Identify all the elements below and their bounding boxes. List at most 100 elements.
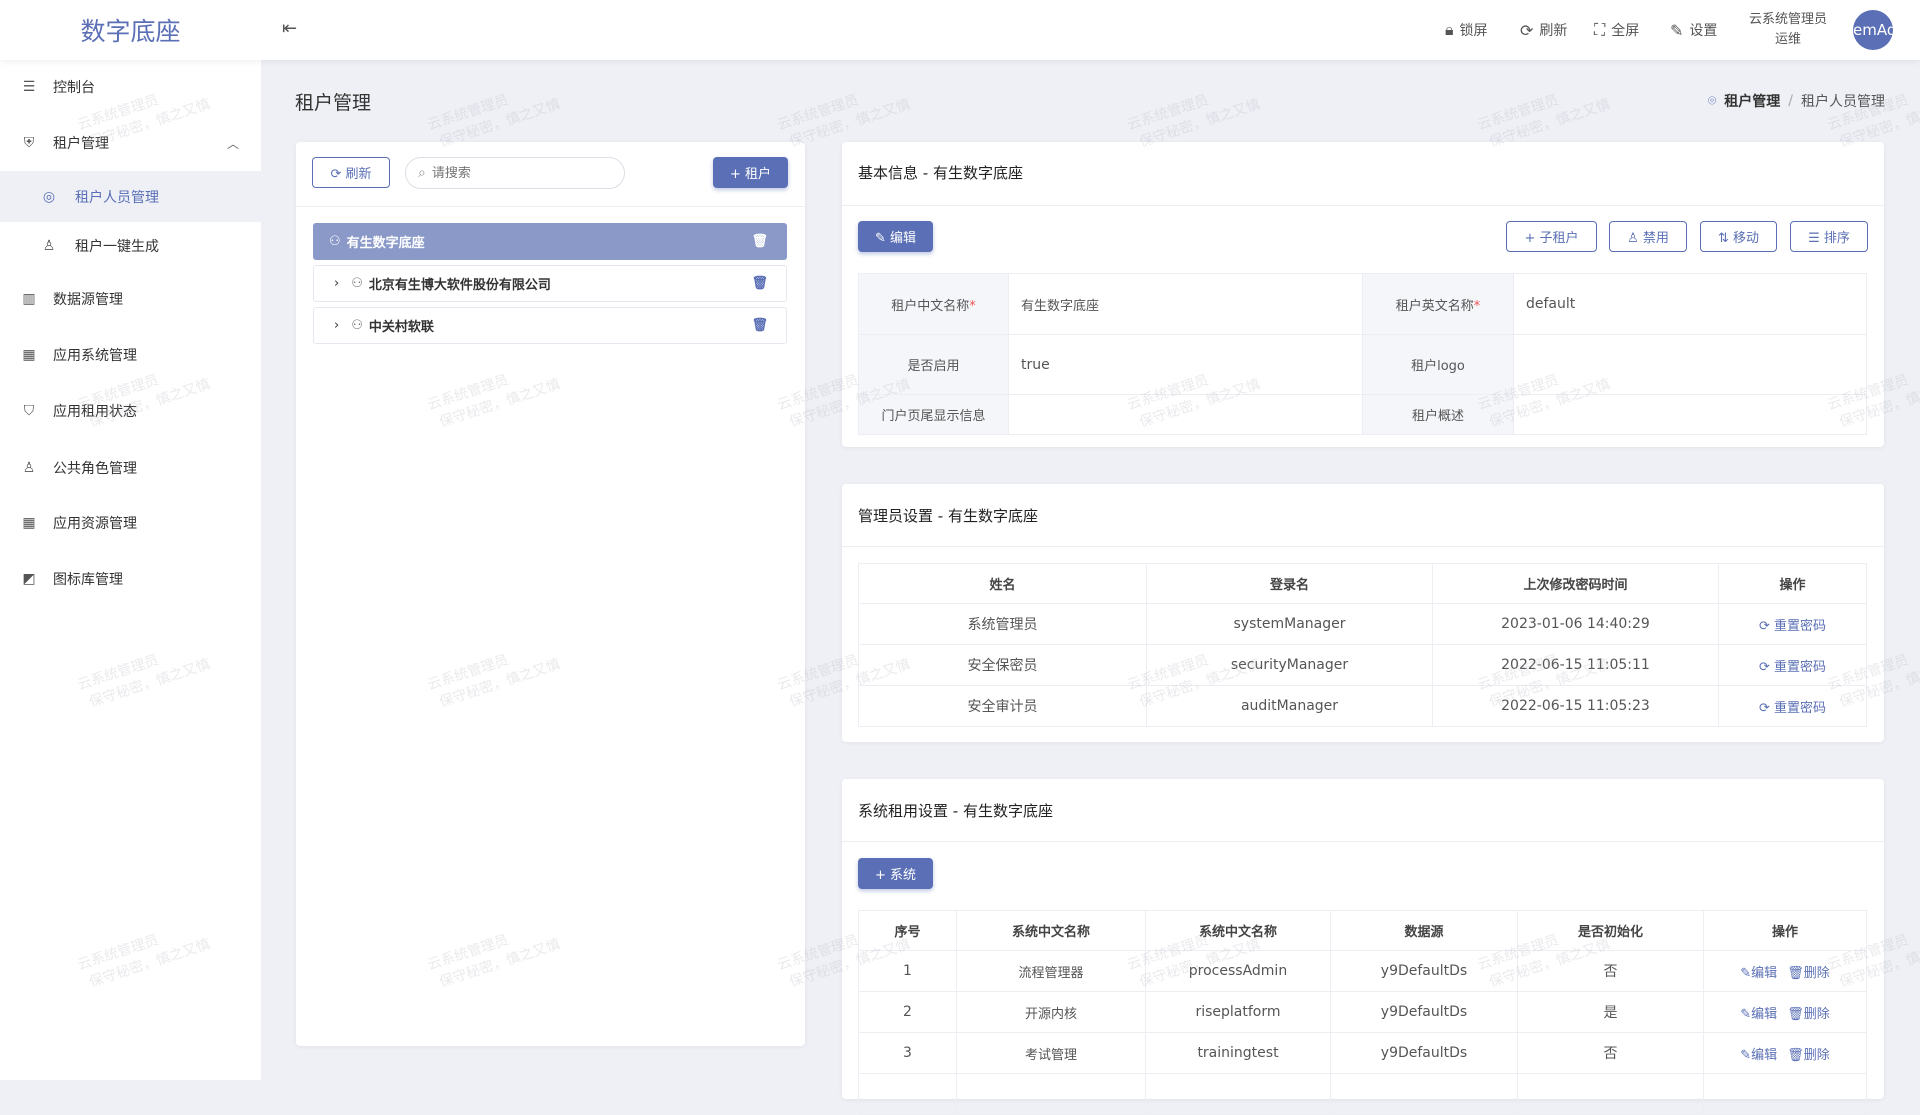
user-circle-icon: ◎ (42, 188, 56, 205)
sidebar-item-tenant-management[interactable]: ⛨ 租户管理 ︿ (0, 121, 261, 165)
trash-icon[interactable]: 🗑︎ (751, 234, 768, 249)
shield-check-icon: ⛉ (23, 403, 35, 419)
sidebar-item-dashboard[interactable]: ☰ 控制台 (0, 65, 261, 109)
sidebar-label: 公共角色管理 (53, 461, 137, 477)
delete-link[interactable]: 🗑︎删除 (1787, 965, 1830, 981)
fullscreen-button[interactable]: ⛶ 全屏 (1594, 20, 1639, 40)
admin-settings-card: 管理员设置 - 有生数字底座 姓名 登录名 上次修改密码时间 操作 系统管理员 syst… (842, 484, 1884, 742)
field-label: 是否启用 (858, 334, 1009, 395)
column-header: 姓名 (858, 563, 1147, 604)
column-header: 登录名 (1146, 563, 1433, 604)
chevron-right-icon[interactable]: › (334, 318, 340, 333)
cell: 是 (1517, 991, 1704, 1033)
cell: y9DefaultDs (1330, 950, 1518, 992)
collapse-sidebar-icon[interactable]: ⇤ (282, 18, 298, 39)
sidebar-label: 租户管理 (53, 136, 109, 152)
sidebar-item-tenant-personnel[interactable]: ◎ 租户人员管理 (0, 171, 261, 222)
basic-info-card: 基本信息 - 有生数字底座 ✎ 编辑 + 子租户 ♙ 禁用 ⇅ 移动 ☰ 排序 … (842, 142, 1884, 447)
tree-node[interactable]: › ⚇ 中关村软联 🗑︎ (313, 307, 787, 344)
breadcrumb-separator: / (1788, 93, 1793, 109)
disable-button[interactable]: ♙ 禁用 (1609, 221, 1687, 252)
tree-node-selected[interactable]: ⚇ 有生数字底座 🗑︎ (313, 223, 787, 260)
card-title: 系统租用设置 - 有生数字底座 (858, 802, 1053, 820)
sort-button[interactable]: ☰ 排序 (1790, 221, 1868, 252)
user-gear-icon: ♙ (42, 238, 56, 254)
search-input[interactable]: ⌕ (405, 157, 625, 189)
settings-label: 设置 (1689, 23, 1718, 39)
column-header: 系统中文名称 (1145, 910, 1331, 951)
settings-button[interactable]: ✎ 设置 (1670, 20, 1717, 40)
delete-link[interactable]: 🗑︎删除 (1787, 1006, 1830, 1022)
chevron-right-icon[interactable]: › (334, 276, 340, 291)
search-field[interactable] (431, 165, 602, 181)
sidebar-item-icon-library[interactable]: ◩ 图标库管理 (0, 557, 261, 601)
tenant-icon: ⚇ (351, 318, 363, 333)
breadcrumb-item[interactable]: 租户管理 (1724, 94, 1781, 110)
column-header: 数据源 (1330, 910, 1518, 951)
user-info[interactable]: 云系统管理员 运维 (1738, 10, 1838, 50)
add-tenant-button[interactable]: + 租户 (713, 157, 788, 188)
cell: securityManager (1146, 644, 1433, 686)
cell: trainingtest (1145, 1032, 1331, 1074)
location-icon: ⌾ (1707, 93, 1717, 109)
basic-info-table: 租户中文名称* 有生数字底座 租户英文名称* default 是否启用 true 租户lo… (858, 273, 1867, 435)
trash-icon[interactable]: 🗑︎ (751, 318, 768, 333)
refresh-button[interactable]: ⟳ 刷新 (1520, 20, 1567, 40)
app-logo: 数字底座 (80, 17, 181, 46)
cell: systemManager (1146, 603, 1433, 645)
lock-icon: 🔒︎ (1445, 20, 1454, 39)
reset-password-link[interactable]: ⟳ 重置密码 (1758, 618, 1827, 634)
table-row: 安全保密员 securityManager 2022-06-15 11:05:11 ⟳… (858, 644, 1867, 686)
enabled-value: true (1008, 334, 1363, 395)
edit-link[interactable]: ✎编辑 (1740, 1047, 1778, 1063)
add-subtenant-button[interactable]: + 子租户 (1506, 221, 1597, 252)
systems-table: 序号 系统中文名称 系统中文名称 数据源 是否初始化 操作 1 流程管理器 processAd… (858, 910, 1867, 1115)
table-row: 安全审计员 auditManager 2022-06-15 11:05:23 ⟳ 重置… (858, 685, 1867, 727)
logo-value (1513, 334, 1867, 395)
sidebar-label: 数据源管理 (53, 292, 123, 308)
edit-button[interactable]: ✎ 编辑 (858, 221, 933, 252)
cell: 开源内核 (956, 991, 1146, 1033)
card-title: 管理员设置 - 有生数字底座 (858, 507, 1038, 525)
add-system-button[interactable]: + 系统 (858, 858, 933, 889)
move-button[interactable]: ⇅ 移动 (1700, 221, 1777, 252)
cell: 流程管理器 (956, 950, 1146, 992)
divider (296, 206, 805, 207)
sidebar-item-app-rental[interactable]: ⛉ 应用租用状态 (0, 389, 261, 433)
sidebar-item-app-resources[interactable]: ▦ 应用资源管理 (0, 501, 261, 545)
reset-password-link[interactable]: ⟳ 重置密码 (1758, 700, 1827, 716)
cell: processAdmin (1145, 950, 1331, 992)
cell: y9DefaultDs (1330, 991, 1518, 1033)
tree-node-label: 北京有生博大软件股份有限公司 (368, 278, 551, 293)
user-list-icon: ♙ (22, 460, 36, 476)
cell: auditManager (1146, 685, 1433, 727)
cn-name-value: 有生数字底座 (1008, 273, 1363, 335)
lock-screen-button[interactable]: 🔒︎ 锁屏 (1445, 20, 1488, 40)
en-name-value: default (1513, 273, 1867, 335)
cell: 2022-06-15 11:05:11 (1432, 644, 1719, 686)
cell: 2022-06-15 11:05:23 (1432, 685, 1719, 727)
reset-password-link[interactable]: ⟳ 重置密码 (1758, 659, 1827, 675)
sidebar-label: 应用租用状态 (53, 404, 137, 420)
tree-refresh-button[interactable]: ⟳ 刷新 (312, 157, 390, 188)
edit-link[interactable]: ✎编辑 (1740, 965, 1778, 981)
edit-link[interactable]: ✎编辑 (1740, 1006, 1778, 1022)
user-role: 运维 (1774, 32, 1801, 47)
settings-icon: ✎ (1670, 20, 1684, 40)
delete-link[interactable]: 🗑︎删除 (1787, 1047, 1830, 1063)
cell: riseplatform (1145, 991, 1331, 1033)
cell: 2 (858, 991, 957, 1033)
trash-icon[interactable]: 🗑︎ (751, 276, 768, 291)
table-row: 系统管理员 systemManager 2023-01-06 14:40:29 ⟳ 重… (858, 603, 1867, 645)
divider (842, 841, 1884, 842)
tree-node[interactable]: › ⚇ 北京有生博大软件股份有限公司 🗑︎ (313, 265, 787, 302)
sliders-icon: ☰ (22, 79, 36, 95)
sidebar-item-public-roles[interactable]: ♙ 公共角色管理 (0, 446, 261, 490)
grid-icon: ▦ (22, 515, 36, 531)
user-name: 云系统管理员 (1748, 12, 1827, 27)
sidebar-item-datasource[interactable]: ▥ 数据源管理 (0, 277, 261, 321)
sidebar-item-tenant-generate[interactable]: ♙ 租户一键生成 (0, 224, 261, 268)
top-header: 数字底座 ⇤ 🔒︎ 锁屏 ⟳ 刷新 ⛶ 全屏 ✎ 设置 云系统管理员 运维 emAd (0, 0, 1920, 60)
sidebar-item-app-system[interactable]: ▦ 应用系统管理 (0, 333, 261, 377)
avatar[interactable]: emAd (1853, 10, 1893, 50)
